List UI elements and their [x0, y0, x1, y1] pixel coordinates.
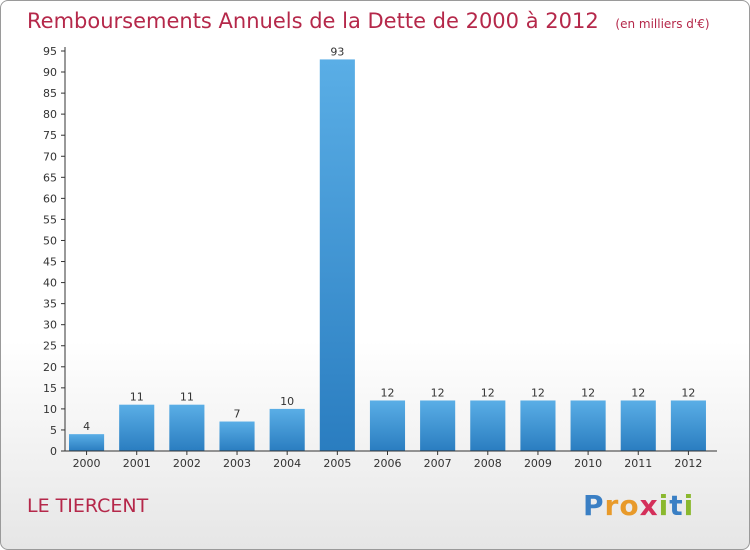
x-tick-label: 2009	[524, 457, 552, 470]
y-tick-label: 50	[43, 234, 57, 247]
x-axis: 2000 2001 2002 2003 2004 2005 2006 2007 2008 2009…	[65, 450, 717, 470]
bar	[570, 400, 606, 451]
commune-name: LE TIERCENT	[27, 495, 149, 517]
bar-value-label: 11	[180, 391, 194, 404]
x-tick-label: 2006	[373, 457, 401, 470]
chart-title-text: Remboursements Annuels de la Dette de 20…	[27, 9, 599, 33]
y-axis: 0 5 10 15 20 25 30 35 40 45 50 55 60 65 70 75 80 85 90 95	[43, 45, 66, 458]
logo-letter: P	[583, 489, 605, 522]
bar	[169, 404, 205, 451]
x-tick-label: 2010	[574, 457, 602, 470]
bar-value-label: 7	[234, 408, 241, 421]
proxiti-logo[interactable]: Proxiti	[583, 489, 694, 522]
logo-letter: i	[658, 489, 670, 522]
y-tick-label: 85	[43, 87, 57, 100]
y-tick-label: 65	[43, 171, 57, 184]
bar-value-label: 12	[431, 386, 445, 399]
y-tick-label: 20	[43, 361, 57, 374]
x-tick-label: 2011	[624, 457, 652, 470]
x-tick-label: 2008	[474, 457, 502, 470]
bar	[269, 408, 305, 451]
y-tick-label: 95	[43, 45, 57, 58]
y-tick-label: 55	[43, 213, 57, 226]
y-tick-label: 25	[43, 340, 57, 353]
bar	[369, 400, 406, 451]
bar-value-label: 12	[481, 386, 495, 399]
bar	[69, 434, 105, 451]
chart-title: Remboursements Annuels de la Dette de 20…	[27, 9, 710, 33]
x-tick-label: 2002	[173, 457, 201, 470]
logo-letter: x	[639, 489, 659, 522]
bar-value-label: 12	[631, 386, 645, 399]
bar-value-label: 11	[130, 391, 144, 404]
x-tick-label: 2004	[273, 457, 301, 470]
y-tick-label: 45	[43, 256, 57, 269]
bar-value-label: 12	[581, 386, 595, 399]
x-tick-label: 2001	[123, 457, 151, 470]
bar	[470, 400, 506, 451]
logo-letter: i	[683, 489, 695, 522]
logo-letter: o	[619, 489, 640, 522]
y-tick-label: 30	[43, 319, 57, 332]
bar	[520, 400, 556, 451]
bar	[620, 400, 656, 451]
bar-value-label: 12	[380, 386, 394, 399]
y-tick-label: 0	[50, 445, 57, 458]
bar	[420, 400, 456, 451]
y-tick-label: 40	[43, 277, 57, 290]
y-tick-label: 15	[43, 382, 57, 395]
chart-subtitle: (en milliers d'€)	[615, 17, 710, 31]
y-tick-label: 75	[43, 129, 57, 142]
x-tick-label: 2003	[223, 457, 251, 470]
bar	[119, 404, 155, 451]
bar-value-label: 12	[531, 386, 545, 399]
bar	[670, 400, 706, 451]
bar-value-label: 4	[83, 420, 90, 433]
bar	[319, 59, 355, 451]
bar-value-label: 93	[330, 45, 344, 58]
logo-letter: t	[669, 489, 684, 522]
x-tick-label: 2005	[323, 457, 351, 470]
x-tick-label: 2007	[424, 457, 452, 470]
bar	[219, 421, 255, 451]
bar-value-label: 12	[681, 386, 695, 399]
y-tick-label: 80	[43, 108, 57, 121]
logo-letter: r	[604, 489, 620, 522]
y-tick-label: 10	[43, 403, 57, 416]
y-tick-label: 90	[43, 66, 57, 79]
y-tick-label: 70	[43, 150, 57, 163]
y-tick-label: 35	[43, 298, 57, 311]
y-tick-label: 60	[43, 192, 57, 205]
bar-value-label: 10	[280, 395, 294, 408]
bars: 4 11 11 7 10 93 12 12 12 12 12 12 12	[69, 45, 706, 451]
x-tick-label: 2000	[73, 457, 101, 470]
x-tick-label: 2012	[674, 457, 702, 470]
y-tick-label: 5	[50, 424, 57, 437]
